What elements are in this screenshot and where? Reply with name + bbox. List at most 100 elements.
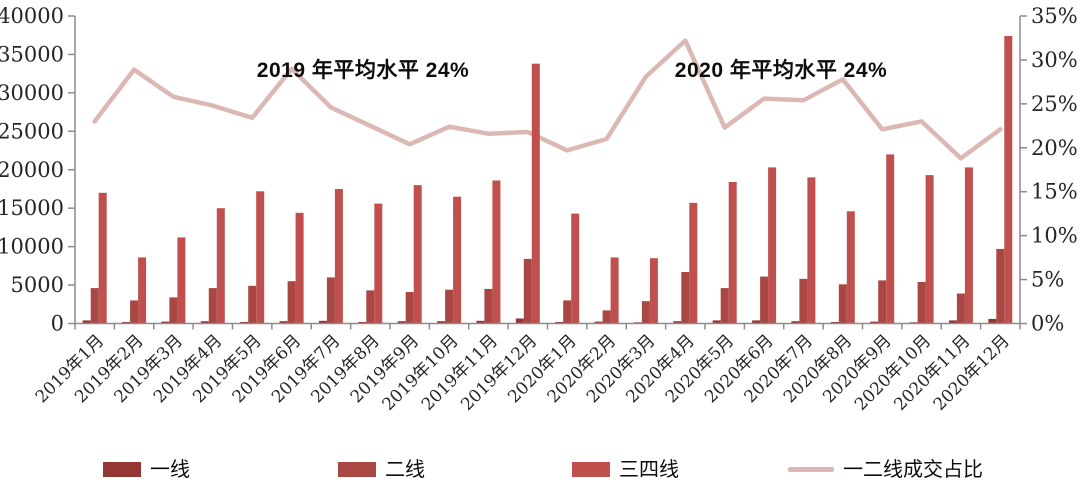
bar xyxy=(98,192,107,324)
bar xyxy=(846,211,855,324)
y-axis-label-right: 15% xyxy=(1031,180,1078,204)
bar xyxy=(326,277,335,324)
bar xyxy=(374,203,383,324)
bar xyxy=(295,212,304,324)
legend-label-share-line: 一二线成交占比 xyxy=(843,457,983,481)
bar xyxy=(318,320,327,324)
bar xyxy=(996,248,1005,324)
axes: 0 5000 10000 15000 20000 25000 30000 35000 40000… xyxy=(0,4,1078,336)
bar xyxy=(641,301,650,324)
bar xyxy=(610,257,619,324)
bar xyxy=(216,208,225,324)
bar xyxy=(161,321,170,324)
bar xyxy=(413,185,422,324)
bar xyxy=(405,292,414,324)
bar xyxy=(248,285,257,324)
y-axis-label-right: 35% xyxy=(1031,4,1078,28)
legend-label-tier34: 三四线 xyxy=(619,457,679,481)
bar xyxy=(1004,36,1013,324)
bar xyxy=(988,318,997,324)
bar xyxy=(602,310,611,324)
legend-swatch-tier1 xyxy=(103,461,141,477)
bar xyxy=(138,257,147,324)
bar xyxy=(925,175,934,324)
y-axis-label-left: 10000 xyxy=(0,235,64,259)
y-axis-label-right: 0% xyxy=(1031,312,1064,336)
y-axis-label-left: 5000 xyxy=(11,273,64,297)
y-axis-label-left: 0 xyxy=(51,312,64,336)
y-axis-label-left: 30000 xyxy=(0,81,64,105)
bars-tier34 xyxy=(98,36,1013,324)
y-axis-label-left: 20000 xyxy=(0,158,64,182)
bars-tier2 xyxy=(90,248,1005,324)
bar xyxy=(200,321,209,324)
bar xyxy=(956,293,965,324)
bar xyxy=(515,318,524,324)
bar xyxy=(177,237,186,324)
bar xyxy=(838,284,847,324)
y-axis-label-left: 35000 xyxy=(0,42,64,66)
bar xyxy=(476,320,485,324)
bar xyxy=(334,189,343,324)
bar xyxy=(948,320,957,324)
y-axis-label-right: 30% xyxy=(1031,48,1078,72)
bar xyxy=(681,272,690,324)
bar xyxy=(791,321,800,324)
line-series-share xyxy=(92,38,1003,161)
bar xyxy=(886,154,895,324)
y-axis-label-right: 5% xyxy=(1031,268,1064,292)
y-axis-label-left: 40000 xyxy=(0,4,64,28)
bar xyxy=(90,288,99,324)
bar xyxy=(571,213,580,324)
bar xyxy=(130,300,139,324)
bar xyxy=(689,202,698,324)
y-axis-label-right: 25% xyxy=(1031,92,1078,116)
bar xyxy=(82,320,91,324)
y-axis-label-left: 25000 xyxy=(0,119,64,143)
bar xyxy=(445,289,454,324)
bar xyxy=(397,321,406,324)
bar xyxy=(917,282,926,324)
bar xyxy=(673,321,682,324)
bar xyxy=(768,167,777,324)
bar xyxy=(366,290,375,324)
legend-swatch-tier34 xyxy=(572,461,610,477)
bar xyxy=(563,300,572,324)
legend-item-tier2: 二线 xyxy=(338,456,425,482)
bar xyxy=(437,321,446,324)
bar xyxy=(594,321,603,324)
bar xyxy=(728,182,737,324)
bar xyxy=(964,167,973,324)
y-axis-label-right: 20% xyxy=(1031,136,1078,160)
legend-item-tier34: 三四线 xyxy=(572,456,679,482)
legend-label-tier1: 一线 xyxy=(150,457,190,481)
bar xyxy=(649,258,658,324)
bar xyxy=(492,180,501,324)
legend-swatch-share-line xyxy=(788,466,834,472)
bar xyxy=(523,258,532,324)
legend-item-tier1: 一线 xyxy=(103,456,190,482)
bar xyxy=(807,177,816,324)
x-axis-labels: 2019年1月2019年2月2019年3月2019年4月2019年5月2019年… xyxy=(32,331,1014,415)
bar xyxy=(169,297,178,324)
annotation-2019-average: 2019 年平均水平 24% xyxy=(256,59,470,82)
bar xyxy=(484,288,493,324)
bar xyxy=(256,191,265,324)
bar xyxy=(870,321,879,324)
bar xyxy=(799,278,808,324)
bar xyxy=(287,281,296,324)
y-axis-label-left: 15000 xyxy=(0,196,64,220)
bar xyxy=(453,196,462,324)
legend-swatch-tier2 xyxy=(338,461,376,477)
legend-item-share-line: 一二线成交占比 xyxy=(788,456,983,482)
bar xyxy=(208,288,217,324)
bar xyxy=(712,320,721,324)
bar xyxy=(531,63,540,324)
legend-label-tier2: 二线 xyxy=(385,457,425,481)
bar xyxy=(760,276,769,324)
y-axis-label-right: 10% xyxy=(1031,224,1078,248)
bar xyxy=(878,280,887,324)
annotation-2020-average: 2020 年平均水平 24% xyxy=(674,59,888,82)
